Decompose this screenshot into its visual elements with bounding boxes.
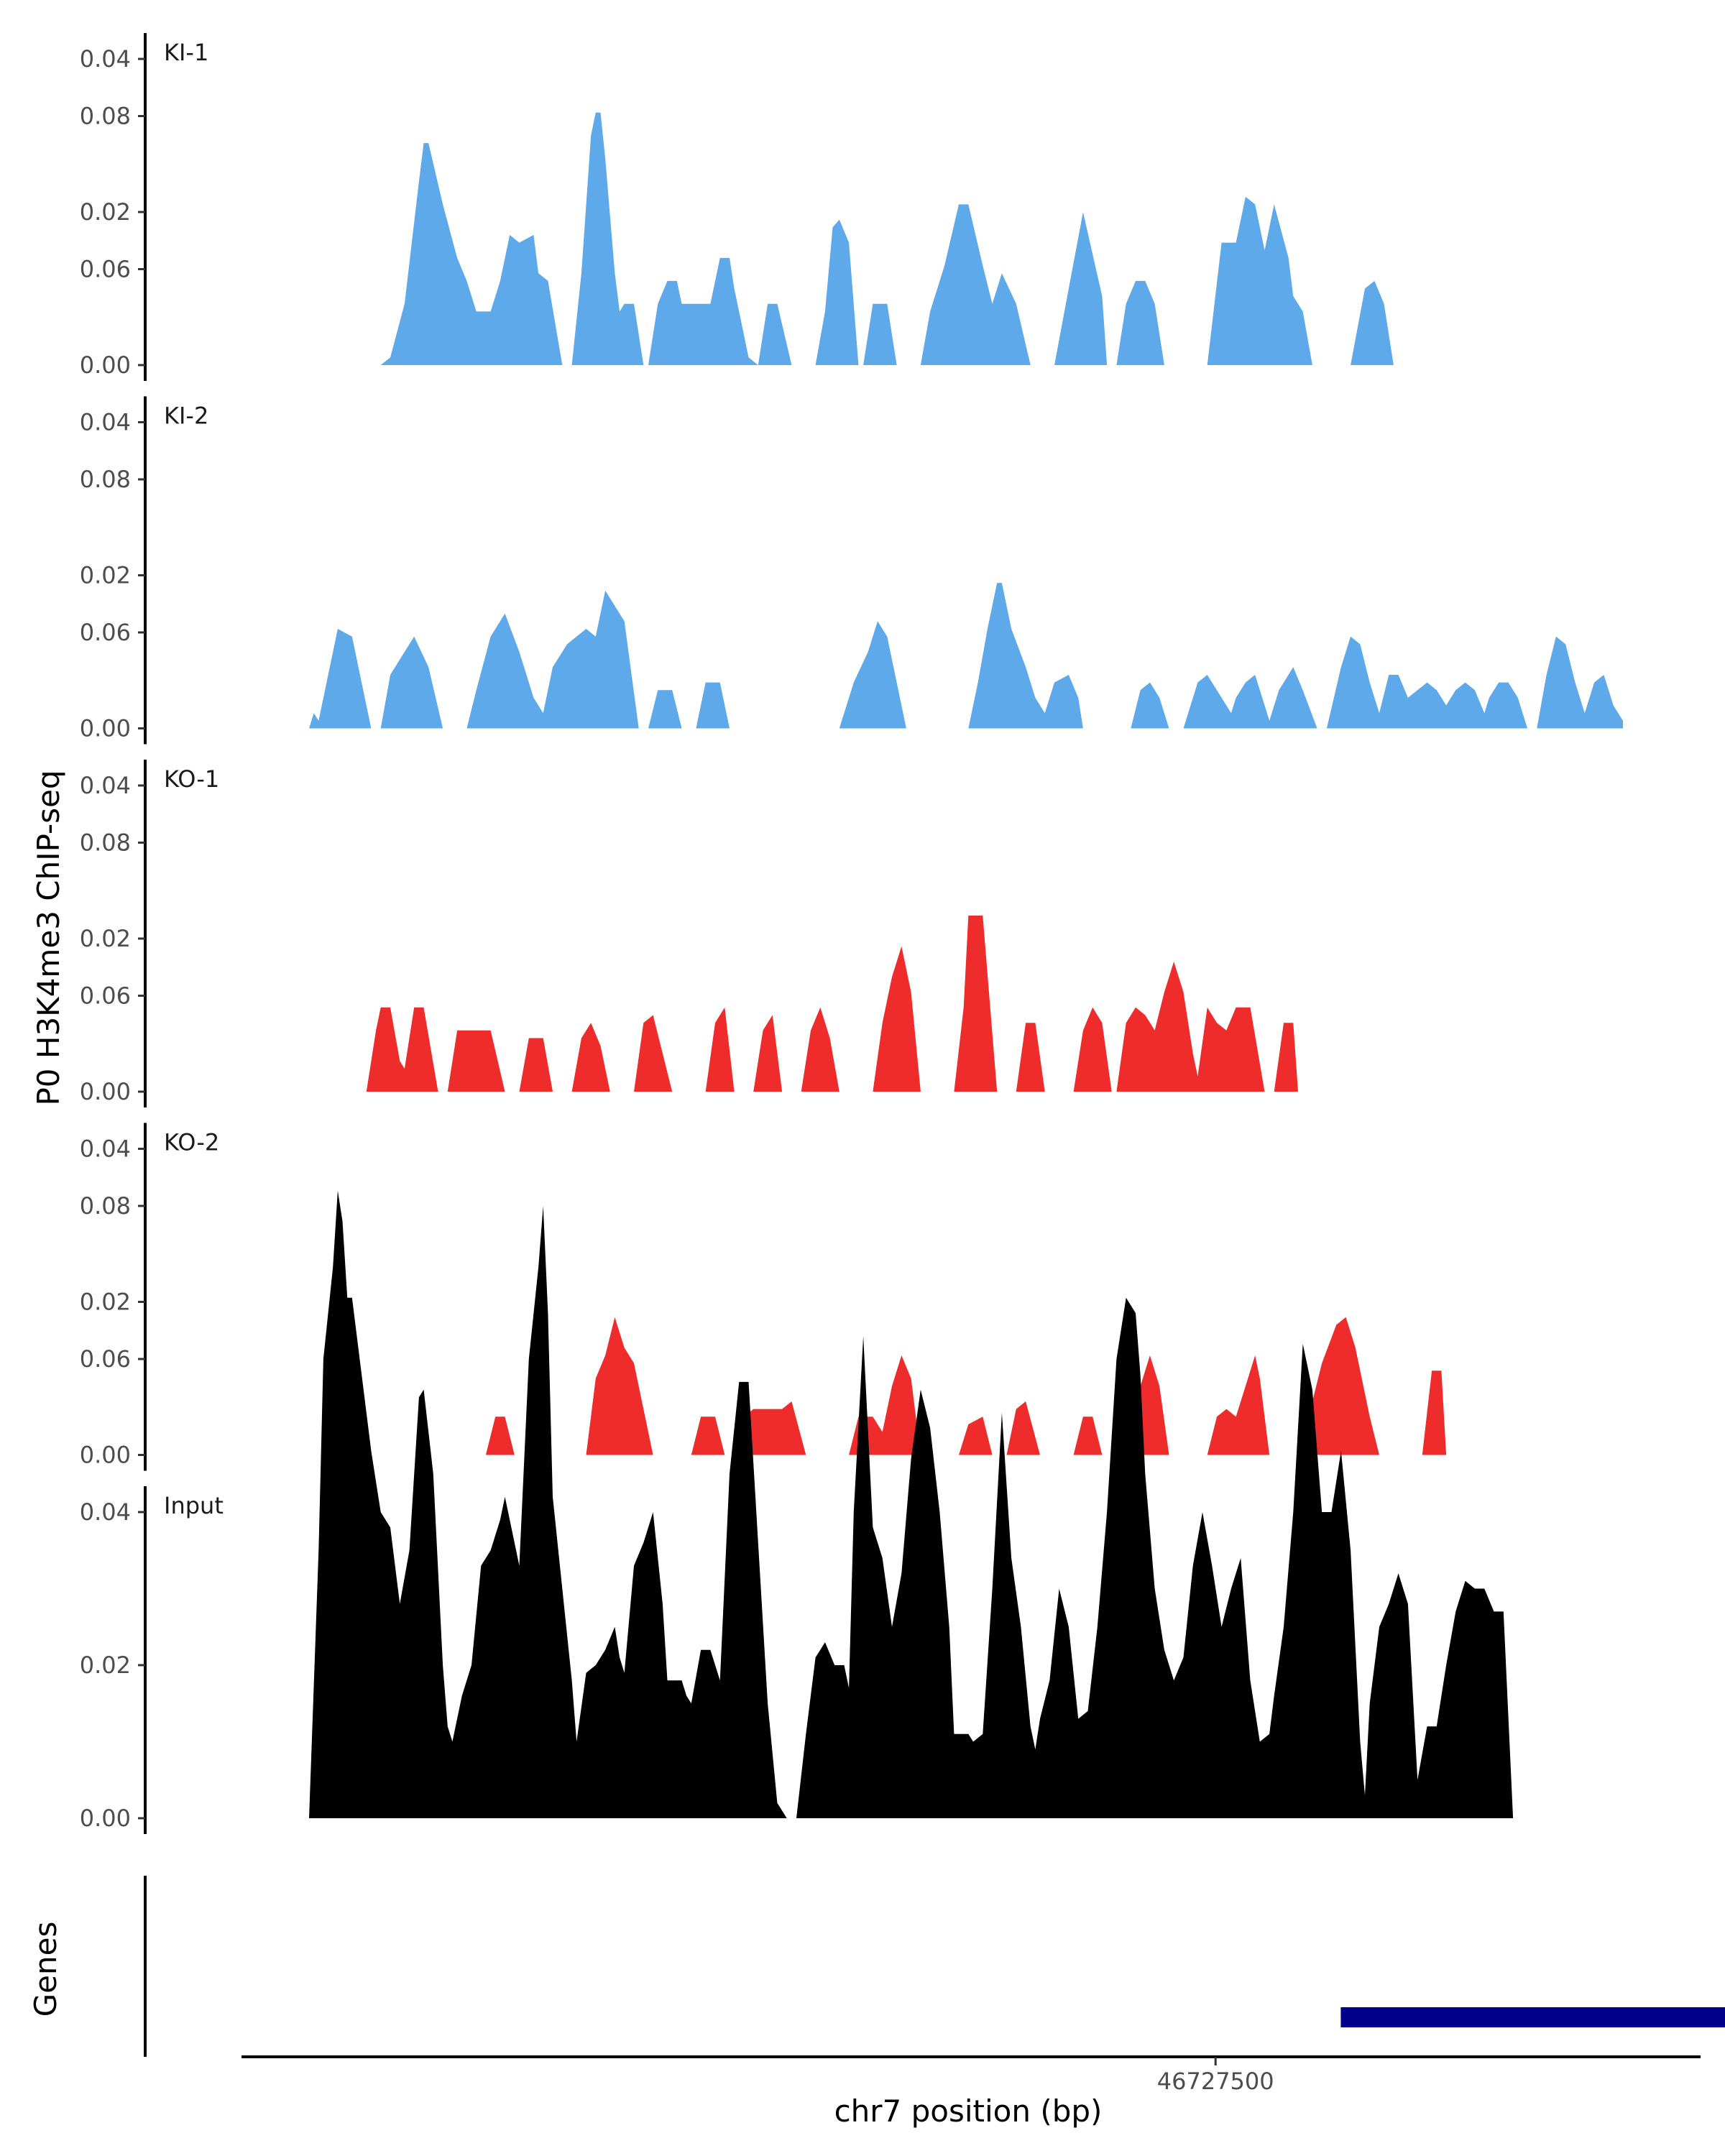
gene-panel: Saa4 (144, 1876, 1725, 2057)
y-tick-label: 0.04 (80, 409, 131, 436)
signal-area-ko-2 (328, 1317, 1447, 1455)
y-tick-label: 0.00 (80, 1442, 131, 1469)
x-axis-title: chr7 position (bp) (834, 2093, 1103, 2129)
track-label: KI-1 (164, 39, 208, 66)
signal-area-ko-1 (366, 916, 1298, 1092)
track-ko-2: 0.00 0.02 0.04 0.06 0.08 KO-2 (80, 829, 1447, 1471)
tracks-layer: 0.00 0.02 0.04 0.06 0.08 KI-1 0.00 0.02 0.04 0.06… (80, 33, 1623, 1834)
y-tick-label: 0.08 (80, 829, 131, 857)
y-tick-label: 0.02 (80, 562, 131, 589)
track-ko-1: 0.00 0.02 0.04 0.06 0.08 KO-1 (80, 466, 1298, 1107)
y-tick-label: 0.02 (80, 198, 131, 226)
track-ki-2: 0.00 0.02 0.04 0.06 0.08 KI-2 (80, 103, 1623, 745)
y-tick-label: 0.02 (80, 925, 131, 952)
genes-axis-title: Genes (28, 1922, 63, 2017)
signal-area-input (309, 1190, 1514, 1818)
y-tick-label: 0.06 (80, 1345, 131, 1373)
y-tick-label: 0.04 (80, 1135, 131, 1163)
y-tick-label: 0.04 (80, 1498, 131, 1526)
y-tick-label: 0.08 (80, 466, 131, 493)
signal-area-ki-1 (380, 112, 1394, 365)
y-tick-label: 0.08 (80, 103, 131, 130)
track-label: KO-2 (164, 1129, 219, 1156)
y-tick-label: 0.08 (80, 1192, 131, 1220)
x-tick-label: 46727500 (1157, 2068, 1274, 2095)
y-tick-label: 0.00 (80, 1805, 131, 1832)
y-axis-title: P0 H3K4me3 ChIP-seq (31, 770, 66, 1105)
y-tick-label: 0.06 (80, 619, 131, 646)
y-tick-label: 0.00 (80, 351, 131, 379)
track-label: KI-2 (164, 402, 208, 430)
y-tick-label: 0.06 (80, 982, 131, 1010)
y-tick-label: 0.06 (80, 256, 131, 283)
y-tick-label: 0.02 (80, 1651, 131, 1679)
y-tick-label: 0.02 (80, 1289, 131, 1316)
gene-exon-1 (1340, 2007, 1725, 2027)
track-input: 0.00 0.02 0.04 0.06 0.08 Input (80, 1190, 1514, 1834)
track-ki-1: 0.00 0.02 0.04 0.06 0.08 KI-1 (80, 33, 1394, 381)
y-tick-label: 0.00 (80, 715, 131, 742)
track-label: Input (164, 1492, 224, 1519)
x-axis: 46727500467300004673250046735000 (242, 2055, 1701, 2095)
track-label: KO-1 (164, 765, 219, 793)
y-tick-label: 0.04 (80, 45, 131, 73)
signal-area-ki-2 (309, 583, 1623, 729)
y-tick-label: 0.00 (80, 1078, 131, 1105)
y-tick-label: 0.04 (80, 772, 131, 799)
